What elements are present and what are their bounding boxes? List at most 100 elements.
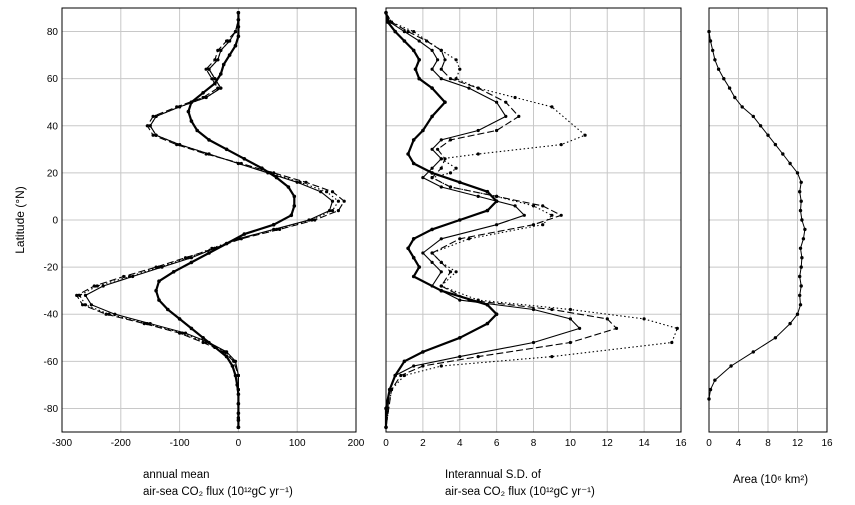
data-point bbox=[402, 373, 406, 378]
data-point bbox=[330, 209, 335, 213]
y-tick-label: -40 bbox=[44, 310, 59, 321]
data-point bbox=[467, 237, 471, 241]
data-point bbox=[430, 171, 434, 175]
data-point bbox=[733, 95, 737, 100]
data-point bbox=[559, 143, 563, 147]
data-point bbox=[421, 350, 425, 354]
data-point bbox=[436, 58, 440, 62]
y-tick-label: 0 bbox=[52, 216, 58, 227]
y-tick-label: -20 bbox=[44, 263, 59, 274]
data-point bbox=[439, 77, 443, 81]
panel1-xlabel-line1: annual mean bbox=[143, 469, 210, 481]
data-point bbox=[402, 39, 407, 43]
data-point bbox=[406, 30, 410, 34]
data-point bbox=[219, 72, 223, 76]
data-point bbox=[325, 190, 329, 194]
data-point bbox=[413, 67, 418, 71]
data-point bbox=[799, 199, 803, 203]
x-tick-label: 0 bbox=[383, 438, 389, 449]
panel2-xlabel-line2: air-sea CO₂ flux (10¹²gC yr⁻¹) bbox=[445, 486, 595, 498]
data-point bbox=[458, 67, 462, 71]
data-point bbox=[219, 86, 223, 90]
data-point bbox=[201, 91, 205, 95]
panel2-xlabel-line1: Interannual S.D. of bbox=[445, 469, 542, 481]
data-point bbox=[242, 232, 247, 236]
data-point bbox=[517, 114, 521, 118]
data-point bbox=[336, 209, 340, 213]
data-point bbox=[236, 18, 240, 22]
data-point bbox=[224, 147, 229, 152]
data-point bbox=[406, 246, 410, 251]
data-point bbox=[798, 208, 803, 213]
data-point bbox=[327, 209, 332, 213]
data-point bbox=[342, 199, 346, 203]
data-point bbox=[568, 307, 573, 312]
data-point bbox=[189, 326, 194, 331]
data-point bbox=[476, 152, 480, 156]
data-point bbox=[476, 355, 480, 359]
data-point bbox=[740, 105, 744, 109]
data-point bbox=[227, 53, 232, 57]
data-point bbox=[128, 274, 132, 279]
data-point bbox=[729, 364, 733, 368]
x-tick-label: 8 bbox=[531, 438, 537, 449]
data-point bbox=[411, 48, 416, 53]
data-point bbox=[799, 284, 803, 288]
data-point bbox=[801, 237, 806, 241]
data-point bbox=[495, 100, 499, 104]
data-point bbox=[799, 180, 803, 184]
data-point bbox=[550, 213, 554, 217]
data-point bbox=[157, 279, 161, 284]
data-point bbox=[189, 119, 194, 123]
data-point bbox=[495, 223, 499, 227]
data-point bbox=[439, 48, 443, 53]
data-point bbox=[751, 114, 755, 119]
data-point bbox=[495, 128, 499, 133]
data-point bbox=[292, 194, 297, 199]
plot-frame bbox=[708, 7, 828, 433]
data-point bbox=[513, 95, 517, 100]
y-tick-label: 60 bbox=[47, 74, 59, 85]
data-point bbox=[204, 152, 208, 156]
data-point bbox=[213, 77, 217, 81]
x-tick-label: 14 bbox=[639, 438, 651, 449]
data-point bbox=[439, 157, 443, 161]
data-point bbox=[716, 67, 721, 71]
data-point bbox=[207, 138, 211, 142]
data-point bbox=[430, 147, 434, 151]
data-point bbox=[411, 161, 416, 166]
data-point bbox=[550, 307, 554, 312]
data-point bbox=[210, 77, 214, 81]
data-point bbox=[330, 190, 335, 194]
data-point bbox=[411, 237, 416, 241]
data-point bbox=[448, 171, 453, 175]
data-point bbox=[798, 274, 802, 279]
data-point bbox=[443, 58, 447, 62]
data-point bbox=[467, 298, 471, 302]
data-point bbox=[421, 364, 425, 368]
data-point bbox=[189, 260, 194, 265]
data-point bbox=[166, 307, 170, 312]
series-line-thin-dots bbox=[708, 31, 806, 400]
data-point bbox=[448, 77, 453, 81]
x-tick-label: 4 bbox=[736, 438, 742, 449]
data-point bbox=[795, 171, 800, 175]
data-point bbox=[207, 340, 211, 345]
data-point bbox=[458, 355, 462, 359]
data-point bbox=[417, 76, 422, 81]
data-point bbox=[605, 317, 609, 321]
data-point bbox=[236, 161, 240, 166]
data-point bbox=[236, 373, 240, 378]
data-point bbox=[186, 109, 191, 114]
data-point bbox=[236, 402, 240, 406]
data-point bbox=[201, 340, 205, 345]
data-point bbox=[402, 359, 407, 364]
data-point bbox=[336, 199, 340, 203]
data-point bbox=[675, 326, 679, 330]
data-point bbox=[216, 86, 220, 90]
data-point bbox=[541, 223, 545, 227]
data-point bbox=[504, 114, 508, 118]
data-point bbox=[583, 133, 587, 137]
data-point bbox=[476, 86, 480, 90]
